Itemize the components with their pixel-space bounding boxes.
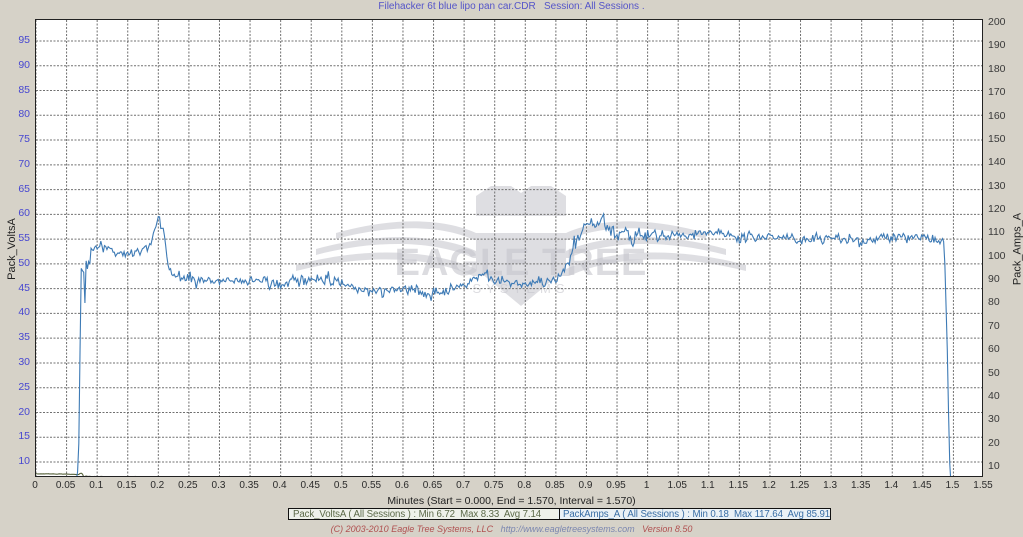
svg-text:EAGLE TREE: EAGLE TREE (395, 242, 648, 284)
